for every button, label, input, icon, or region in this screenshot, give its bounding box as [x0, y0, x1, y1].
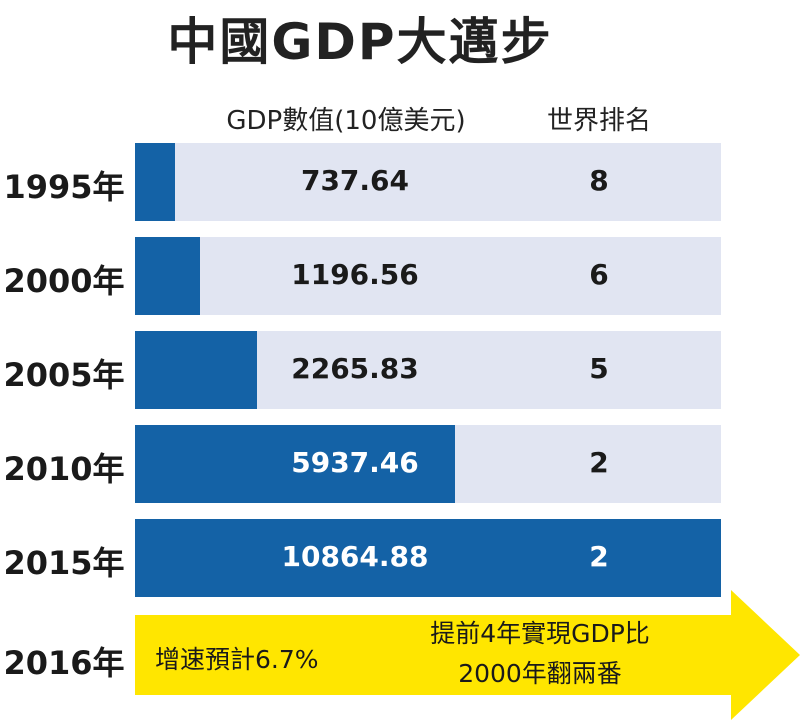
goal-text: 提前4年實現GDP比 2000年翻兩番 [380, 614, 700, 694]
bar-track [135, 143, 721, 221]
gdp-bar [135, 331, 257, 409]
gdp-value-label: 2265.83 [291, 352, 419, 385]
gdp-bar [135, 425, 455, 503]
gdp-value-label: 1196.56 [291, 258, 419, 291]
bar-track [135, 519, 721, 597]
forecast-year-label: 2016年 [3, 644, 125, 682]
year-label: 2005年 [3, 356, 125, 394]
forecast-arrow [135, 590, 800, 720]
rank-label: 6 [589, 258, 609, 291]
goal-text-line-1: 提前4年實現GDP比 [430, 619, 650, 648]
bar-track [135, 425, 721, 503]
rank-label: 2 [589, 540, 609, 573]
gdp-value-label: 10864.88 [281, 540, 429, 573]
rank-label: 8 [589, 164, 609, 197]
gdp-bar [135, 143, 175, 221]
gdp-value-label: 5937.46 [291, 446, 419, 479]
chart-title: 中國GDP大邁步 [167, 13, 553, 71]
goal-text-line-2: 2000年翻兩番 [458, 659, 622, 688]
growth-forecast-text: 增速預計6.7% [155, 645, 319, 674]
year-label: 1995年 [3, 168, 125, 206]
gdp-column-header: GDP數值(10億美元) [226, 106, 466, 136]
rank-label: 5 [589, 352, 609, 385]
gdp-bar [135, 237, 200, 315]
rank-column-header: 世界排名 [546, 106, 651, 136]
gdp-value-label: 737.64 [300, 164, 410, 197]
year-label: 2000年 [3, 262, 125, 300]
year-label: 2015年 [3, 544, 125, 582]
year-label: 2010年 [3, 450, 125, 488]
rank-label: 2 [589, 446, 609, 479]
gdp-bar [135, 519, 721, 597]
bar-track [135, 237, 721, 315]
bar-track [135, 331, 721, 409]
